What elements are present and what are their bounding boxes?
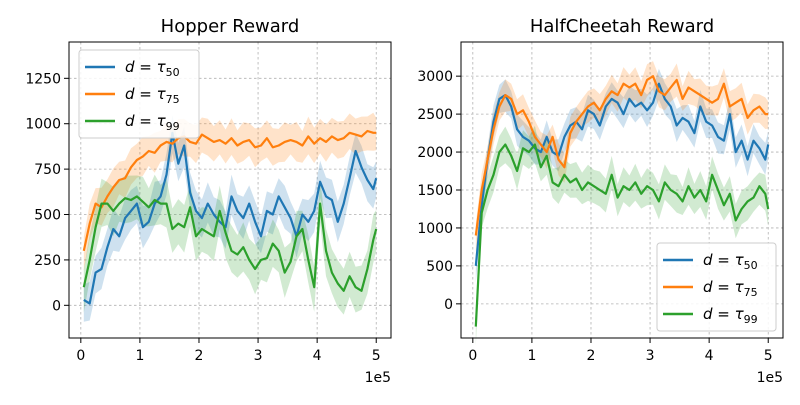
x-scale-label: 1e5 xyxy=(365,370,391,386)
chart-title: HalfCheetah Reward xyxy=(530,16,714,37)
series-band-75 xyxy=(475,61,769,253)
legend-label-50: d = τ50 xyxy=(125,58,180,79)
legend-label-75: d = τ75 xyxy=(125,85,180,106)
y-tick-label: 0 xyxy=(52,298,61,314)
y-tick-label: 1000 xyxy=(25,117,61,133)
x-tick-label: 2 xyxy=(195,348,204,364)
legend-label-75: d = τ75 xyxy=(703,278,758,299)
legend-label-50: d = τ50 xyxy=(703,251,758,272)
series-line-99 xyxy=(474,143,770,327)
legend: d = τ50 d = τ75 d = τ99 xyxy=(78,49,200,139)
legend-label-99: d = τ99 xyxy=(703,305,758,326)
series-band-75 xyxy=(83,112,377,271)
plot-frame xyxy=(68,41,392,339)
y-tick-label: 0 xyxy=(444,297,453,313)
series-line-50 xyxy=(83,131,378,305)
legend-label-99: d = τ99 xyxy=(125,112,180,133)
x-tick-label: 3 xyxy=(646,348,655,364)
y-tick-label: 2500 xyxy=(417,107,453,123)
series-band-99 xyxy=(475,125,769,346)
x-tick-label: 3 xyxy=(254,348,263,364)
x-tick-label: 0 xyxy=(76,348,85,364)
x-scale-label: 1e5 xyxy=(757,370,783,386)
x-tick-label: 5 xyxy=(372,348,381,364)
y-tick-label: 1250 xyxy=(25,71,61,87)
x-tick-label: 4 xyxy=(313,348,322,364)
series-line-50 xyxy=(474,82,770,267)
x-tick-label: 1 xyxy=(527,348,536,364)
legend: d = τ50 d = τ75 d = τ99 xyxy=(656,242,777,332)
x-tick-label: 0 xyxy=(468,348,477,364)
y-tick-label: 250 xyxy=(34,253,61,269)
series-band-50 xyxy=(475,68,769,283)
legend-box xyxy=(78,49,200,139)
y-tick-label: 3000 xyxy=(417,69,453,85)
series-line-75 xyxy=(82,129,377,252)
y-tick-label: 500 xyxy=(426,259,453,275)
x-tick-label: 5 xyxy=(764,348,773,364)
legend-box xyxy=(656,242,777,332)
y-tick-label: 750 xyxy=(34,162,61,178)
series-line-75 xyxy=(474,75,769,236)
chart-panel-2: HalfCheetah Reward 0 1 2 3 4 5 0 500 1000 1500 2000… xyxy=(417,16,784,386)
x-tick-label: 2 xyxy=(587,348,596,364)
chart-title: Hopper Reward xyxy=(161,16,300,37)
x-tick-label: 4 xyxy=(705,348,714,364)
series-band-50 xyxy=(83,115,377,322)
y-tick-label: 1000 xyxy=(417,221,453,237)
y-tick-label: 500 xyxy=(34,208,61,224)
y-tick-label: 2000 xyxy=(417,145,453,161)
series-line-99 xyxy=(82,195,378,292)
x-tick-label: 1 xyxy=(135,348,144,364)
chart-panel-1: Hopper Reward 0 1 2 3 4 5 0 250 500 750 1000 1250 1e5… xyxy=(25,16,392,386)
y-tick-label: 1500 xyxy=(417,183,453,199)
